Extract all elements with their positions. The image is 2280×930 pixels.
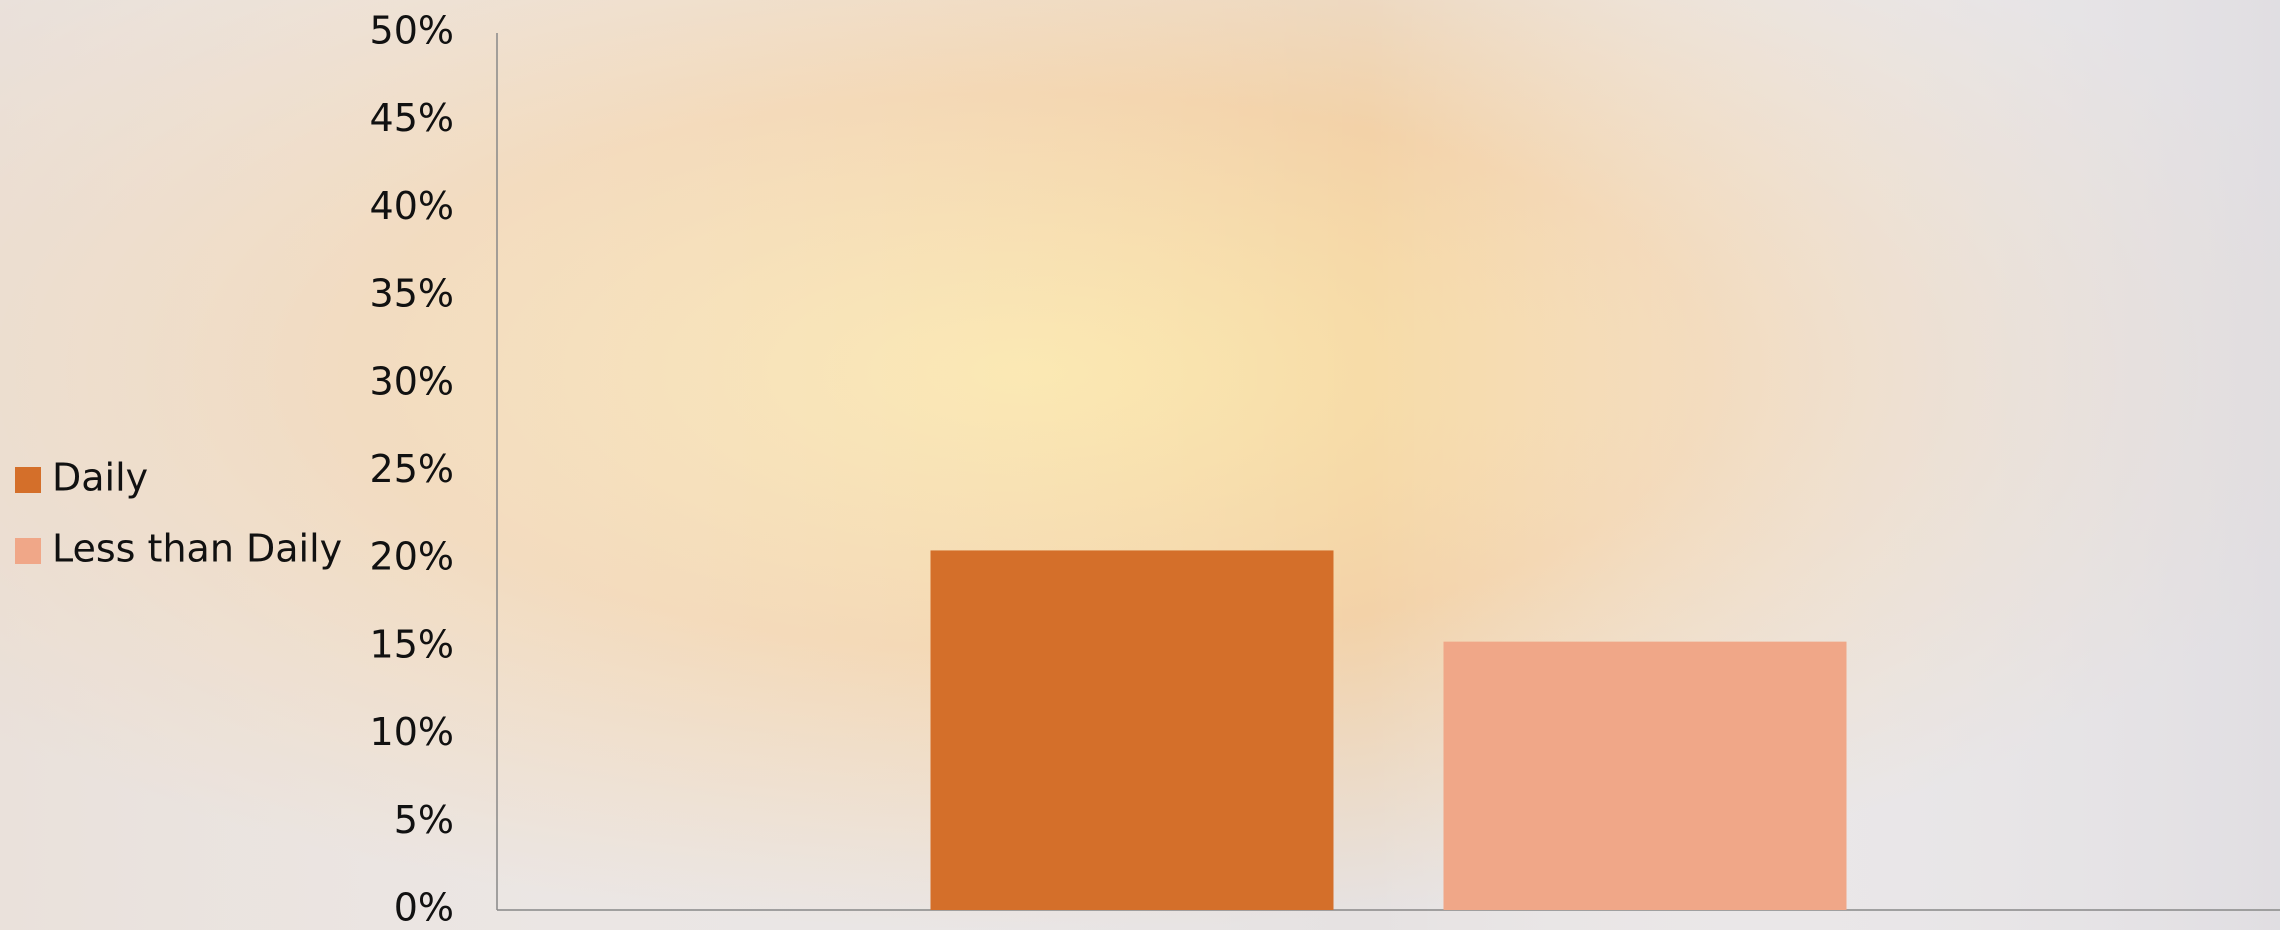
legend-label: Less than Daily bbox=[52, 527, 342, 571]
y-tick-label: 15% bbox=[370, 622, 454, 666]
y-tick-label: 0% bbox=[394, 886, 454, 930]
y-tick-label: 20% bbox=[370, 535, 454, 579]
y-tick-label: 30% bbox=[370, 359, 454, 403]
bar bbox=[1443, 641, 1847, 910]
y-tick-label: 5% bbox=[394, 798, 454, 842]
y-tick-label: 10% bbox=[370, 710, 454, 754]
bar bbox=[930, 550, 1334, 910]
legend-label: Daily bbox=[52, 456, 148, 500]
legend-swatch bbox=[15, 538, 41, 564]
legend-swatch bbox=[15, 467, 41, 493]
y-tick-label: 45% bbox=[370, 96, 454, 140]
y-tick-label: 35% bbox=[370, 272, 454, 316]
y-tick-label: 25% bbox=[370, 447, 454, 491]
y-tick-label: 50% bbox=[370, 9, 454, 53]
y-tick-label: 40% bbox=[370, 184, 454, 228]
